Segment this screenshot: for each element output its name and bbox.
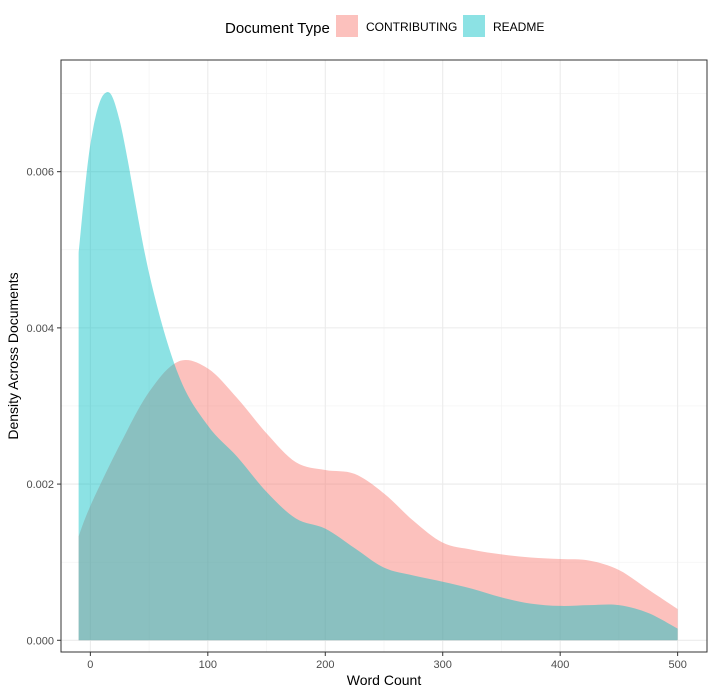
panel-border	[60, 59, 708, 653]
x-tick-label: 200	[316, 659, 334, 671]
series-areas	[78, 91, 678, 641]
grid-major	[61, 60, 707, 652]
plot-panel	[60, 59, 708, 653]
legend-title: Document Type	[225, 20, 330, 37]
legend: Document Type CONTRIBUTING README	[225, 15, 544, 37]
legend-key-readme	[463, 15, 485, 37]
density-area-readme	[78, 91, 678, 641]
density-area-contributing	[78, 360, 678, 641]
y-axis-title: Density Across Documents	[5, 272, 21, 439]
y-tick-label: 0.006	[26, 167, 54, 179]
legend-key-contributing	[336, 15, 358, 37]
y-tick-label: 0.000	[26, 635, 54, 647]
y-tick-label: 0.004	[26, 323, 54, 335]
x-tick-label: 100	[199, 659, 217, 671]
y-axis: 0.000 0.002 0.004 0.006	[26, 167, 61, 647]
x-axis-title: Word Count	[347, 672, 422, 688]
legend-label-contributing: CONTRIBUTING	[366, 20, 457, 34]
x-tick-label: 400	[551, 659, 569, 671]
x-axis: 0 100 200 300 400 500	[87, 652, 687, 671]
x-tick-label: 500	[668, 659, 686, 671]
x-tick-label: 300	[434, 659, 452, 671]
x-tick-label: 0	[87, 659, 93, 671]
legend-label-readme: README	[493, 20, 544, 34]
y-tick-label: 0.002	[26, 479, 54, 491]
grid-minor	[61, 60, 707, 652]
